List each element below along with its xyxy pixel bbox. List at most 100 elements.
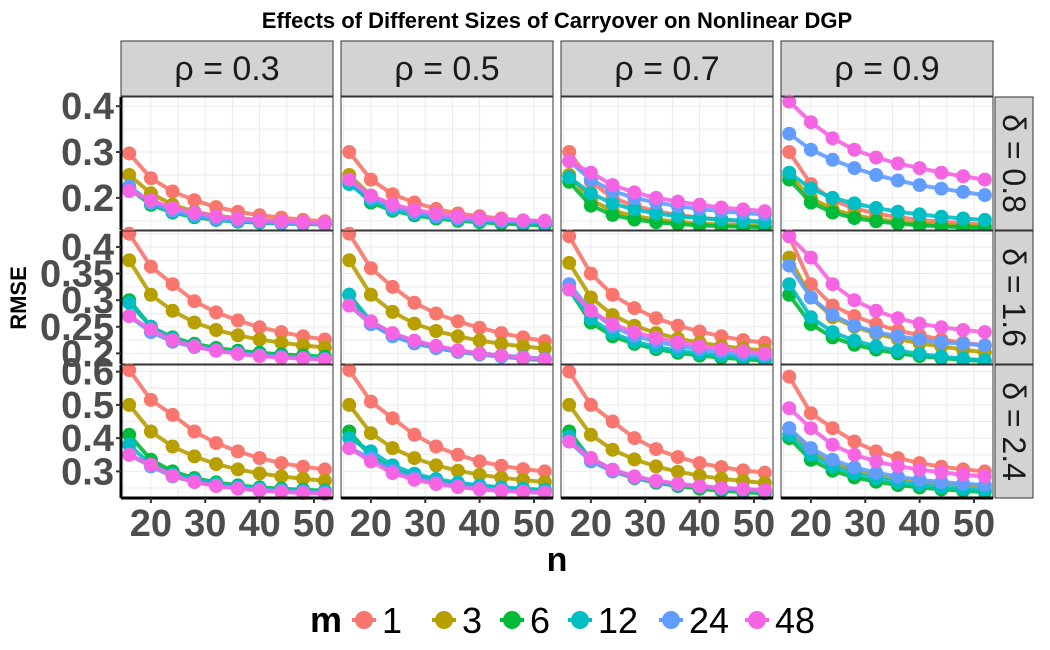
data-point [407, 316, 422, 331]
x-axis-title: n [547, 541, 568, 579]
data-point [165, 439, 180, 454]
y-tick-label: 0.4 [61, 227, 114, 269]
y-tick-label: 0.3 [61, 451, 114, 493]
data-point [890, 343, 905, 358]
data-point [187, 475, 202, 489]
series-line [567, 179, 767, 230]
data-point [803, 290, 818, 305]
data-point [583, 198, 598, 213]
data-point [537, 341, 552, 356]
data-point [627, 301, 642, 316]
data-point [363, 287, 378, 302]
series-line [787, 406, 987, 479]
data-point [847, 142, 862, 157]
data-point [714, 480, 729, 495]
data-point [143, 259, 158, 274]
panel [780, 229, 994, 369]
data-point [649, 206, 664, 221]
data-point [342, 172, 357, 187]
data-point [934, 349, 949, 364]
data-point [757, 483, 772, 497]
y-tick-label: 0.3 [61, 132, 114, 174]
series-line [567, 439, 767, 492]
data-point [847, 293, 862, 308]
panel [340, 363, 554, 500]
data-point [782, 369, 797, 384]
series-line [567, 175, 767, 224]
data-point [934, 465, 949, 480]
data-point [342, 441, 357, 456]
legend-key-point [571, 611, 589, 629]
data-point [342, 226, 357, 241]
data-point [912, 316, 927, 331]
data-point [450, 343, 465, 358]
data-point [692, 479, 707, 493]
data-point [583, 303, 598, 318]
data-point [782, 145, 797, 159]
series-line [127, 452, 327, 496]
data-point [274, 350, 289, 365]
y-tick-label: 0.35 [40, 254, 114, 296]
data-point [187, 294, 202, 309]
x-tick-label: 50 [733, 503, 775, 545]
data-point [649, 190, 664, 205]
legend-title: m [310, 599, 342, 640]
panels-group: ρ = 0.3 ρ = 0.5 ρ = 0.7 ρ = 0.9 δ = 0.8 δ = 1… [40, 40, 1034, 545]
panel-border [780, 230, 994, 365]
data-point [122, 253, 137, 268]
data-point [956, 211, 971, 226]
data-point [934, 475, 949, 489]
data-point [252, 213, 267, 228]
data-point [122, 168, 137, 182]
data-point [803, 421, 818, 436]
data-point [494, 484, 509, 498]
series-line [787, 263, 987, 348]
data-point [187, 449, 202, 464]
data-point [296, 338, 311, 353]
data-point [209, 209, 224, 224]
data-point [450, 447, 465, 462]
y-tick-label: 0.5 [61, 385, 114, 427]
data-point [583, 266, 598, 281]
data-point [230, 481, 245, 496]
data-point [934, 320, 949, 335]
data-point [869, 444, 884, 459]
data-point [670, 335, 685, 350]
data-point [450, 480, 465, 494]
data-point [342, 253, 357, 268]
data-point [605, 317, 620, 332]
data-point [296, 215, 311, 230]
column-strip-label: ρ = 0.3 [174, 50, 279, 88]
data-point [977, 469, 992, 484]
data-point [562, 255, 577, 270]
data-point [847, 161, 862, 176]
series-line [127, 368, 327, 472]
data-point [649, 311, 664, 326]
series-line [347, 446, 547, 495]
data-point [516, 485, 531, 499]
data-point [429, 306, 444, 321]
data-point [670, 209, 685, 224]
legend-key-point [355, 611, 373, 629]
data-point [627, 431, 642, 446]
data-point [714, 460, 729, 475]
series-line [347, 258, 547, 351]
data-point [977, 172, 992, 187]
data-point [317, 352, 332, 367]
data-point [869, 214, 884, 229]
data-point [934, 209, 949, 224]
x-tick-label: 50 [953, 503, 995, 545]
data-point [252, 483, 267, 498]
legend-label: 1 [382, 600, 402, 641]
panel-border [340, 230, 554, 365]
data-point [757, 465, 772, 480]
y-tick-label: 0.3 [61, 280, 114, 322]
data-point [385, 279, 400, 294]
data-point [847, 434, 862, 449]
legend: m 1 3 6 12 24 48 [310, 599, 815, 641]
data-point [165, 184, 180, 199]
panel [560, 364, 774, 501]
data-point [165, 333, 180, 348]
data-point [605, 207, 620, 222]
data-point [472, 320, 487, 335]
